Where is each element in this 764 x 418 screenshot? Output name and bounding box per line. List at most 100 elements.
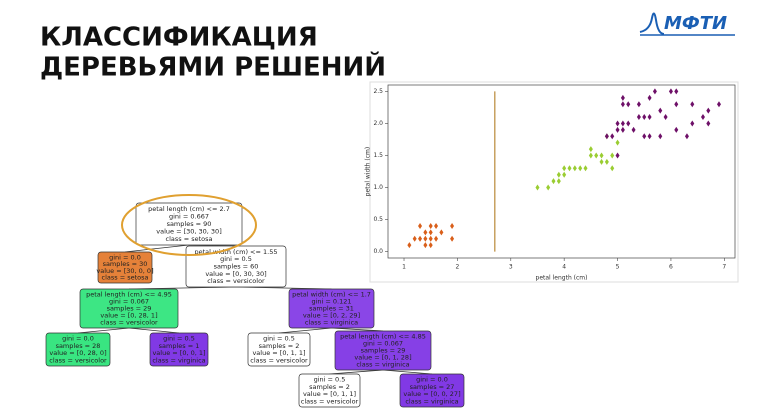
node-text: petal width (cm) <= 1.55 bbox=[195, 248, 278, 256]
point bbox=[658, 107, 663, 114]
node-text: samples = 27 bbox=[410, 383, 455, 391]
y-tick-label: 2.0 bbox=[373, 120, 383, 127]
point bbox=[423, 235, 428, 242]
x-tick-label: 4 bbox=[562, 264, 566, 271]
node-box bbox=[298, 373, 361, 408]
point bbox=[674, 88, 679, 95]
point bbox=[562, 165, 567, 172]
node-text: class = versicolor bbox=[49, 356, 107, 364]
point bbox=[412, 235, 417, 242]
node-text: gini = 0.0 bbox=[109, 253, 141, 261]
node-text: samples = 31 bbox=[309, 305, 354, 313]
point bbox=[615, 152, 620, 159]
node-text: class = versicolor bbox=[250, 356, 308, 364]
point bbox=[620, 126, 625, 133]
point bbox=[588, 146, 593, 153]
point bbox=[615, 139, 620, 146]
x-tick-label: 1 bbox=[402, 264, 406, 271]
node-text: value = [30, 30, 30] bbox=[156, 228, 221, 236]
node-text: class = virginica bbox=[305, 318, 358, 326]
tree-edge bbox=[278, 327, 332, 334]
point bbox=[615, 120, 620, 127]
node-text: class = virginica bbox=[152, 356, 205, 364]
slide-title-line: ДЕРЕВЬЯМИ РЕШЕНИЙ bbox=[40, 51, 386, 83]
node-box bbox=[97, 251, 153, 284]
node-text: value = [0, 0, 1] bbox=[152, 349, 205, 357]
node-text: class = setosa bbox=[102, 274, 149, 282]
point bbox=[690, 101, 695, 108]
node-text: value = [0, 28, 0] bbox=[49, 349, 106, 357]
y-axis-label: petal width (cm) bbox=[365, 147, 372, 196]
y-tick-label: 1.5 bbox=[373, 152, 383, 159]
point bbox=[684, 133, 689, 140]
point bbox=[626, 120, 631, 127]
y-tick-label: 0.0 bbox=[373, 248, 383, 255]
point bbox=[567, 165, 572, 172]
point bbox=[423, 229, 428, 236]
tree-edge bbox=[329, 369, 384, 375]
point bbox=[434, 222, 439, 229]
point bbox=[535, 184, 540, 191]
x-tick-label: 5 bbox=[616, 264, 620, 271]
node-text: samples = 2 bbox=[259, 342, 300, 350]
node-box bbox=[334, 330, 432, 371]
point bbox=[610, 152, 615, 159]
y-tick-label: 2.5 bbox=[373, 88, 383, 95]
x-tick-label: 3 bbox=[509, 264, 513, 271]
node-text: value = [0, 2, 29] bbox=[303, 311, 360, 319]
point bbox=[572, 165, 577, 172]
node-text: gini = 0.5 bbox=[263, 335, 295, 343]
node-text: petal length (cm) <= 4.85 bbox=[340, 333, 426, 341]
point bbox=[620, 101, 625, 108]
point bbox=[706, 107, 711, 114]
point bbox=[556, 171, 561, 178]
point bbox=[690, 120, 695, 127]
point bbox=[428, 222, 433, 229]
point bbox=[620, 94, 625, 101]
node-text: value = [0, 1, 28] bbox=[354, 353, 411, 361]
point bbox=[428, 242, 433, 249]
node-text: gini = 0.067 bbox=[109, 298, 149, 306]
node-text: class = versicolor bbox=[207, 277, 265, 285]
point bbox=[604, 158, 609, 165]
node-box bbox=[79, 288, 179, 329]
point bbox=[599, 158, 604, 165]
point bbox=[647, 114, 652, 121]
node-text: petal length (cm) <= 4.95 bbox=[86, 291, 172, 299]
point bbox=[631, 126, 636, 133]
point bbox=[588, 152, 593, 159]
tree-edge bbox=[331, 327, 384, 332]
x-tick-label: 6 bbox=[669, 264, 673, 271]
node-text: samples = 28 bbox=[56, 342, 101, 350]
point bbox=[615, 126, 620, 133]
point bbox=[546, 184, 551, 191]
node-text: samples = 2 bbox=[309, 383, 350, 391]
point bbox=[620, 120, 625, 127]
plot-area bbox=[387, 84, 736, 259]
node-text: samples = 90 bbox=[167, 220, 212, 228]
node-box bbox=[45, 332, 111, 367]
node-text: petal length (cm) <= 2.7 bbox=[148, 205, 230, 213]
node-text: value = [0, 28, 1] bbox=[100, 311, 157, 319]
node-text: gini = 0.0 bbox=[62, 335, 94, 343]
point bbox=[450, 235, 455, 242]
node-text: value = [0, 30, 30] bbox=[205, 270, 266, 278]
node-text: class = setosa bbox=[166, 235, 213, 243]
node-text: samples = 60 bbox=[214, 263, 259, 271]
point bbox=[716, 101, 721, 108]
highlight bbox=[121, 194, 257, 256]
node-text: gini = 0.067 bbox=[363, 340, 403, 348]
point bbox=[439, 229, 444, 236]
point bbox=[450, 222, 455, 229]
point bbox=[583, 165, 588, 172]
